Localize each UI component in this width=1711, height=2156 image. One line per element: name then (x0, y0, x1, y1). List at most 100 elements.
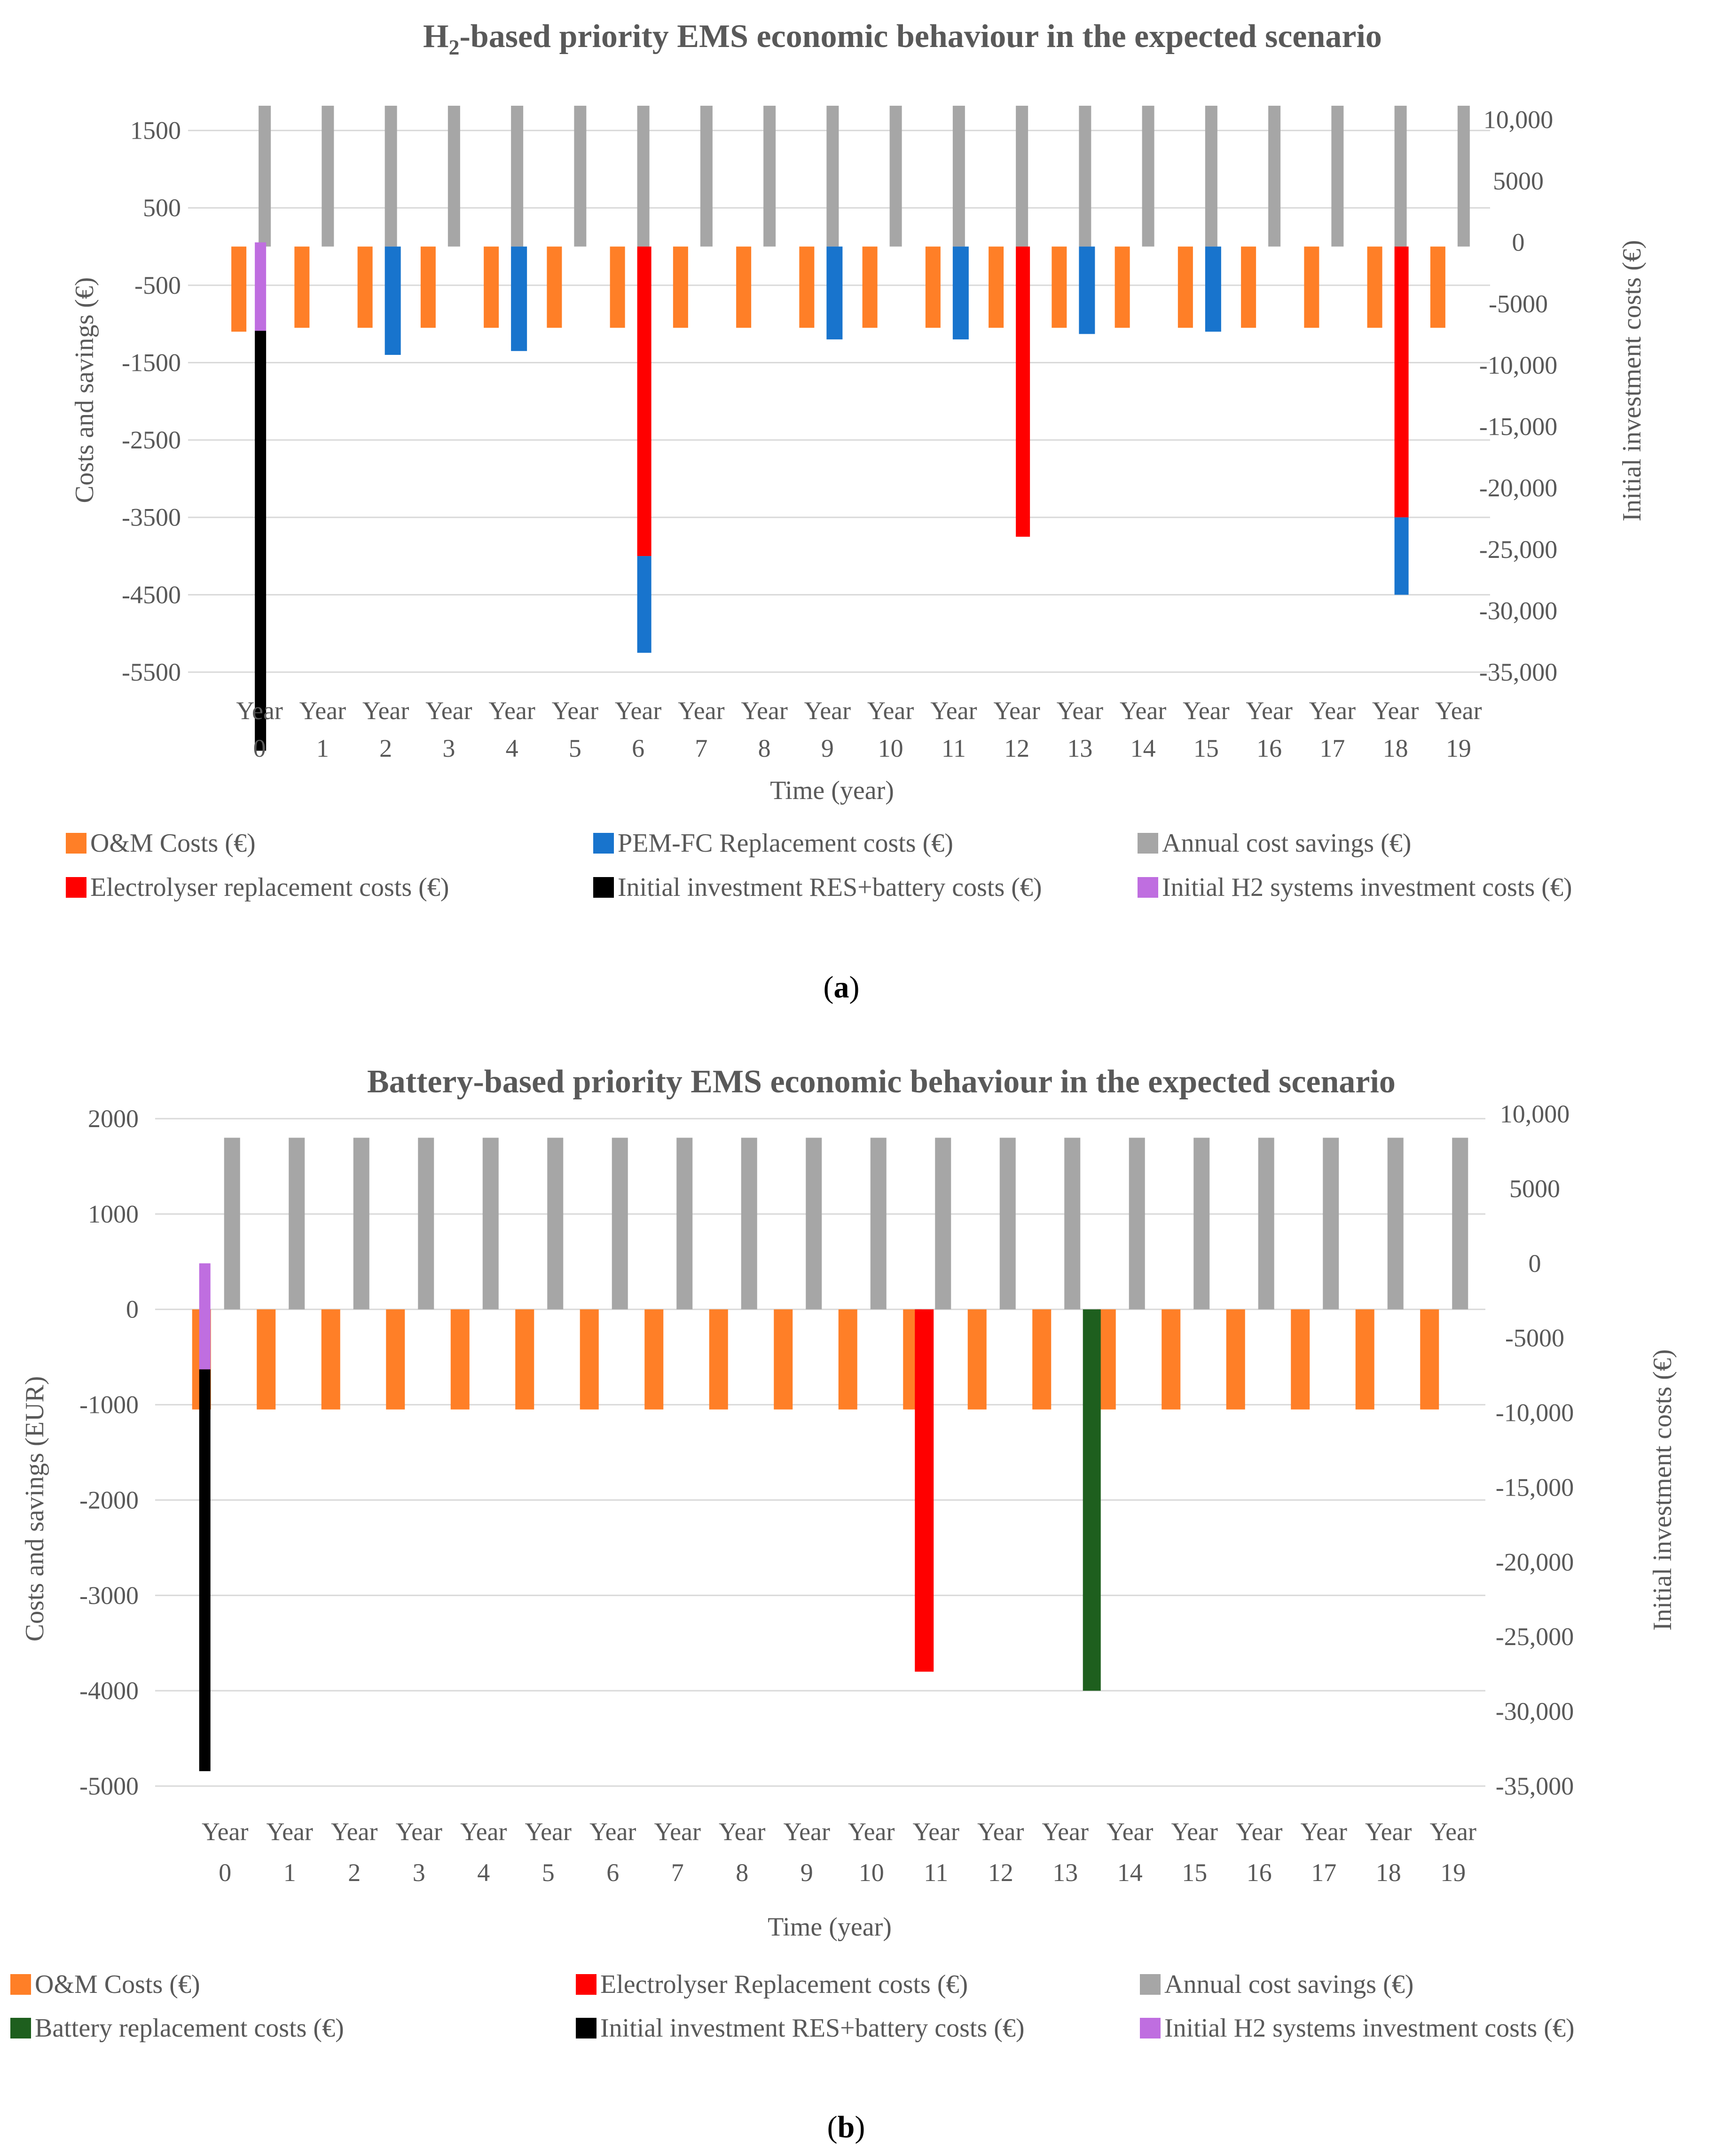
om-cost-bar (1241, 246, 1256, 328)
pem-fc-cost-bar (637, 556, 651, 653)
savings-bar (1064, 1137, 1081, 1309)
legend-swatch (576, 2018, 596, 2038)
x-tick-label-top: Year (1429, 1818, 1476, 1846)
secondary-y-tick-label: 5000 (1493, 167, 1544, 195)
x-tick-label-top: Year (1365, 1818, 1412, 1846)
om-cost-bar (515, 1309, 534, 1410)
x-tick-label-top: Year (552, 697, 599, 725)
om-cost-bar (484, 246, 499, 328)
secondary-y-tick-label: 0 (1529, 1249, 1541, 1278)
x-tick-label-top: Year (1042, 1818, 1089, 1846)
x-tick-label: 12 (1004, 734, 1029, 762)
legend-label: Initial investment RES+battery costs (€) (618, 873, 1042, 902)
savings-bar (1142, 105, 1154, 247)
x-tick-label: 8 (736, 1858, 748, 1887)
chart-b-y-axis-title: Costs and savings (EUR) (20, 1376, 49, 1642)
y-tick-label: -5000 (79, 1772, 139, 1800)
savings-bar (1268, 105, 1281, 247)
savings-bar (418, 1137, 434, 1309)
savings-bar (676, 1137, 693, 1309)
h2-investment-bar (255, 242, 267, 331)
savings-bar (289, 1137, 305, 1309)
om-cost-bar (1355, 1309, 1374, 1410)
chart-b-caption: (b) (827, 2110, 865, 2144)
savings-bar (447, 105, 460, 247)
legend-swatch (576, 1974, 596, 1995)
legend-swatch (66, 833, 86, 854)
x-tick-label: 16 (1247, 1858, 1272, 1887)
savings-bar (637, 105, 650, 247)
x-tick-label-top: Year (719, 1818, 766, 1846)
om-cost-bar (1430, 246, 1445, 328)
chart-b-secondary-y-axis-title: Initial investment costs (€) (1648, 1349, 1677, 1631)
x-tick-label-top: Year (266, 1818, 313, 1846)
savings-bar (1258, 1137, 1274, 1309)
legend-label: Battery replacement costs (€) (35, 2014, 344, 2043)
secondary-y-tick-label: 0 (1512, 228, 1525, 257)
x-tick-label: 14 (1117, 1858, 1143, 1887)
savings-bar (224, 1137, 240, 1309)
h2-investment-bar (199, 1263, 211, 1370)
legend-label: Electrolyser Replacement costs (€) (600, 1970, 968, 1999)
om-cost-bar (386, 1309, 405, 1410)
om-cost-bar (1367, 246, 1382, 328)
x-tick-label-top: Year (1183, 697, 1230, 725)
om-cost-bar (450, 1309, 470, 1410)
legend-swatch (66, 877, 86, 898)
x-tick-label: 18 (1383, 734, 1408, 762)
chart-a-y-axis-title: Costs and savings (€) (70, 277, 99, 503)
electrolyser-cost-bar (1016, 246, 1030, 537)
x-tick-label-top: Year (1107, 1818, 1154, 1846)
pem-fc-cost-bar (385, 246, 401, 355)
chart-a-y-axis: 1500 500 -500 -1500 -2500 -3500 -4500 -5500 (122, 117, 181, 686)
x-tick-label-top: Year (993, 697, 1040, 725)
x-tick-label: 4 (477, 1858, 490, 1887)
x-tick-label: 13 (1067, 734, 1092, 762)
x-tick-label: 2 (348, 1858, 361, 1887)
x-tick-label-top: Year (589, 1818, 636, 1846)
y-tick-label: -2000 (79, 1486, 139, 1514)
x-tick-label: 0 (253, 734, 266, 762)
savings-bar (1193, 1137, 1210, 1309)
x-tick-label: 5 (542, 1858, 555, 1887)
pem-fc-cost-bar (1205, 246, 1221, 332)
y-tick-label: 500 (143, 194, 181, 222)
om-cost-bar (644, 1309, 664, 1410)
pem-fc-cost-bar (826, 246, 843, 340)
x-tick-label: 1 (283, 1858, 296, 1887)
savings-bar (1129, 1137, 1145, 1309)
x-tick-label: 10 (859, 1858, 884, 1887)
x-tick-label: 10 (878, 734, 903, 762)
savings-bar (999, 1137, 1016, 1309)
pem-fc-cost-bar (1079, 246, 1095, 334)
battery-replacement-bar (1083, 1309, 1101, 1691)
secondary-y-tick-label: -35,000 (1479, 658, 1557, 686)
x-tick-label-top: Year (299, 697, 346, 725)
legend-swatch (1140, 2018, 1161, 2038)
secondary-y-tick-label: -15,000 (1479, 413, 1557, 441)
chart-b-legend: O&M Costs (€) Electrolyser Replacement co… (10, 1970, 1575, 2043)
x-tick-label-top: Year (1309, 697, 1356, 725)
x-tick-label: 16 (1256, 734, 1282, 762)
pem-fc-cost-bar (511, 246, 527, 351)
savings-bar (1205, 105, 1217, 247)
chart-a-x-axis: Year 0 Year 1 Year 2 Year 3 Year 4 Year 5 Year 6 Year 7… (236, 697, 1482, 762)
chart-a-title: H2-based priority EMS economic behaviour… (423, 18, 1382, 59)
x-tick-label: 6 (606, 1858, 619, 1887)
x-tick-label: 11 (924, 1858, 948, 1887)
x-tick-label: 12 (988, 1858, 1013, 1887)
secondary-y-tick-label: -5000 (1505, 1324, 1564, 1352)
savings-bar (741, 1137, 757, 1309)
x-tick-label: 8 (758, 734, 771, 762)
res-battery-investment-bar (255, 330, 267, 751)
om-cost-bar (257, 1309, 276, 1410)
secondary-y-tick-label: -35,000 (1496, 1772, 1574, 1800)
x-tick-label-top: Year (488, 697, 535, 725)
savings-bar (700, 105, 713, 247)
x-tick-label-top: Year (331, 1818, 378, 1846)
x-tick-label: 3 (413, 1858, 425, 1887)
x-tick-label-top: Year (804, 697, 851, 725)
savings-bar (574, 105, 587, 247)
x-tick-label: 13 (1052, 1858, 1078, 1887)
y-tick-label: 1500 (130, 117, 181, 145)
